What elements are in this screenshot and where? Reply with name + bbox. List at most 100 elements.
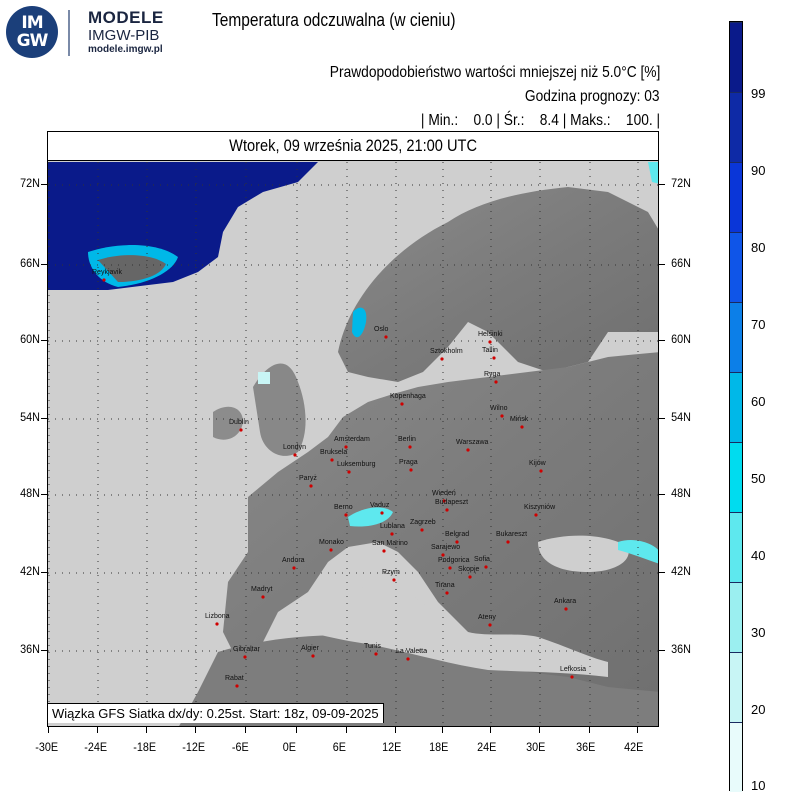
probability-zone-norway [352, 307, 367, 338]
colorbar-segment [730, 92, 742, 162]
city-label: Helsinki [478, 331, 503, 338]
colorbar-segment [730, 162, 742, 232]
city-marker [520, 425, 524, 429]
stat-max-label: Maks.: [569, 112, 611, 129]
ireland-land [213, 406, 243, 440]
city-label: Lefkosia [560, 666, 586, 673]
city-label: Tirana [435, 582, 455, 589]
city-marker [484, 565, 488, 569]
lat-label-left: 42N [20, 564, 40, 578]
colorbar-segment [730, 22, 742, 92]
lat-label-left: 48N [20, 486, 40, 500]
lat-tick-left [41, 184, 47, 185]
lat-label-left: 60N [20, 332, 40, 346]
probability-zone-caucasus [618, 540, 658, 564]
city-label: San Marino [372, 540, 408, 547]
lat-tick-right [659, 418, 665, 419]
forecast-date: Wtorek, 09 września 2025, 21:00 UTC [229, 136, 477, 155]
city-marker [408, 445, 412, 449]
lon-tick [346, 727, 347, 733]
iceland-land [98, 255, 166, 282]
forecast-map: Oslo Sztokholm Helsinki Tallin Ryga Kopenhaga… [47, 131, 659, 727]
mediterranean-sea [288, 586, 608, 677]
lat-tick-left [41, 340, 47, 341]
lat-tick-left [41, 418, 47, 419]
city-label: Monako [319, 539, 344, 546]
city-label: Ateny [478, 614, 496, 621]
city-label: Kijów [529, 460, 547, 467]
city-marker [420, 528, 424, 532]
lat-label-right: 54N [671, 410, 691, 424]
lat-label-right: 36N [671, 642, 691, 656]
lon-tick [97, 727, 98, 733]
city-marker [445, 508, 449, 512]
lat-label-right: 66N [671, 256, 691, 270]
city-label: Berno [334, 504, 353, 511]
city-marker [488, 623, 492, 627]
city-label: Andora [282, 557, 305, 564]
colorbar-segment [730, 372, 742, 442]
city-label: Vaduz [370, 502, 390, 509]
city-marker [570, 675, 574, 679]
colorbar-segment [730, 232, 742, 302]
city-marker [235, 684, 239, 688]
colorbar-label: 20 [751, 702, 766, 717]
city-marker [382, 549, 386, 553]
city-marker [539, 469, 543, 473]
scandinavia-land [338, 187, 658, 382]
city-label: Paryż [299, 475, 317, 482]
lon-tick [637, 727, 638, 733]
colorbar-segment [730, 442, 742, 512]
city-label: Wiedeń [432, 490, 456, 497]
forecast-hour: Godzina prognozy: 03 [525, 88, 660, 105]
lon-label: -6E [231, 740, 249, 754]
city-marker [293, 453, 297, 457]
colorbar-segment [730, 302, 742, 372]
imgw-logo-emblem: IM GW [6, 6, 58, 58]
lat-tick-right [659, 650, 665, 651]
colorbar-label: 10 [751, 778, 766, 793]
colorbar-label: 80 [751, 240, 766, 255]
city-marker [406, 657, 410, 661]
city-label: Lizbona [205, 613, 230, 620]
city-marker [329, 548, 333, 552]
lon-tick [442, 727, 443, 733]
city-marker [292, 566, 296, 570]
probability-caption: Prawdopodobieństwo wartości mniejszej ni… [329, 64, 660, 81]
city-marker [239, 428, 243, 432]
city-marker [215, 622, 219, 626]
brand-url: modele.imgw.pl [88, 44, 163, 55]
probability-colorbar [729, 21, 743, 792]
lon-tick [245, 727, 246, 733]
brand-name: MODELE [88, 8, 164, 27]
lon-label: 6E [332, 740, 346, 754]
city-layer: Oslo Sztokholm Helsinki Tallin Ryga Kopenhaga… [92, 269, 586, 688]
city-label: La Valetta [396, 648, 427, 655]
city-label: Lublana [380, 523, 405, 530]
lon-tick [490, 727, 491, 733]
city-label: Amsterdam [334, 436, 370, 443]
city-marker [380, 511, 384, 515]
great-britain-land [253, 363, 306, 456]
lat-label-left: 66N [20, 256, 40, 270]
map-title: Temperatura odczuwalna (w cieniu) [212, 10, 456, 30]
stat-min-label: Min.: [428, 112, 459, 129]
colorbar-segment [730, 582, 742, 652]
city-label: Ankara [554, 598, 576, 605]
city-label: Rzym [382, 569, 400, 576]
city-label: Tunis [364, 643, 381, 650]
city-label: Zagrzeb [410, 519, 436, 526]
city-marker [466, 448, 470, 452]
probability-zone-arctic [648, 162, 658, 184]
city-label: Ryga [484, 371, 500, 378]
lon-label: -12E [182, 740, 206, 754]
city-label: Bukareszt [496, 531, 527, 538]
lat-tick-right [659, 494, 665, 495]
city-marker [455, 540, 459, 544]
lat-label-right: 42N [671, 564, 691, 578]
city-marker [409, 468, 413, 472]
city-marker [564, 607, 568, 611]
lon-label: 24E [477, 740, 497, 754]
colorbar-label: 40 [751, 548, 766, 563]
city-label: Reykjavik [92, 269, 122, 276]
